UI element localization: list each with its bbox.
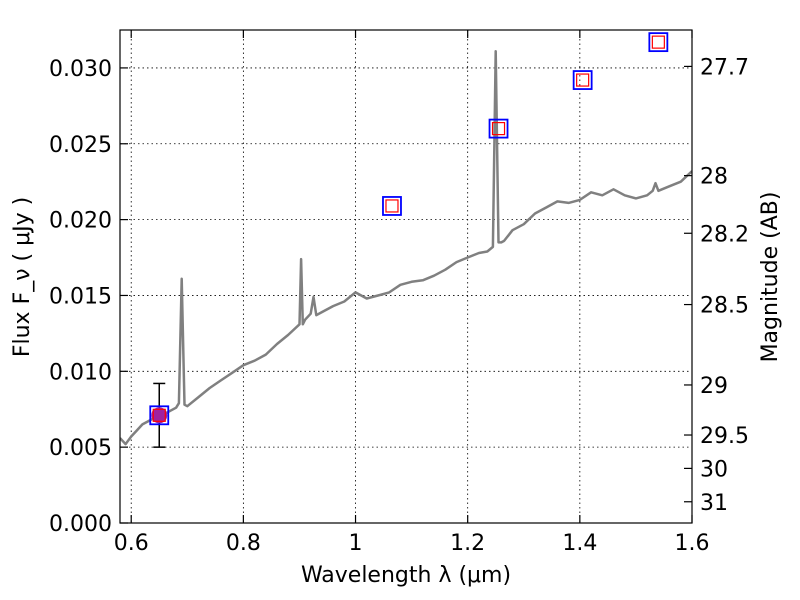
left-y-axis-label: Flux F_ν ( μJy ) — [10, 197, 35, 357]
x-tick-label: 0.8 — [226, 531, 261, 556]
x-axis-label: Wavelength λ (μm) — [301, 563, 511, 588]
y-tick-label: 0.025 — [49, 133, 112, 158]
model-point-outer — [382, 196, 402, 216]
plot-frame — [119, 29, 693, 524]
x-tick-label: 1.6 — [675, 531, 710, 556]
y-tick-label: 0.005 — [49, 436, 112, 461]
series-layer — [120, 32, 692, 448]
right-tick-label: 29.5 — [700, 424, 749, 449]
right-y-axis-ticks: 27.7 28 28.2 28.5 29 29.5 30 31 — [684, 55, 749, 516]
model-point-outer — [488, 118, 509, 139]
right-tick-label: 28 — [700, 165, 728, 190]
right-tick-label: 30 — [700, 457, 728, 482]
model-point-inner — [576, 73, 590, 87]
right-tick-label: 29 — [700, 374, 728, 399]
x-tick-label: 1.4 — [562, 531, 597, 556]
right-y-axis-label: Magnitude (AB) — [758, 192, 783, 363]
y-tick-label: 0.020 — [49, 209, 112, 234]
model-point-inner — [651, 35, 665, 49]
spectrum-line — [120, 49, 692, 446]
right-tick-label: 31 — [700, 491, 728, 516]
y-tick-label: 0.030 — [49, 57, 112, 82]
model-point-inner — [491, 121, 506, 136]
x-tick-label: 1 — [349, 531, 363, 556]
model-point-outer — [648, 32, 669, 53]
axes — [119, 29, 693, 524]
x-tick-label: 1.2 — [450, 531, 485, 556]
y-tick-label: 0.010 — [49, 360, 112, 385]
left-y-axis-ticks: 0.000 0.005 0.010 0.015 0.020 0.025 0.030 — [49, 57, 128, 537]
right-tick-label: 28.5 — [700, 294, 749, 319]
y-tick-label: 0.000 — [49, 512, 112, 537]
y-tick-label: 0.015 — [49, 284, 112, 309]
grid-lines — [120, 30, 693, 523]
model-point-inner — [152, 408, 166, 422]
model-point-inner — [385, 199, 399, 213]
model-point-outer — [572, 70, 593, 90]
right-tick-label: 28.2 — [700, 222, 749, 247]
right-tick-label: 27.7 — [700, 55, 749, 80]
model-point-outer — [149, 405, 170, 426]
x-axis-ticks: 0.6 0.8 1 1.2 1.4 1.6 — [114, 30, 710, 556]
x-tick-label: 0.6 — [114, 531, 149, 556]
observed-point — [151, 407, 168, 424]
